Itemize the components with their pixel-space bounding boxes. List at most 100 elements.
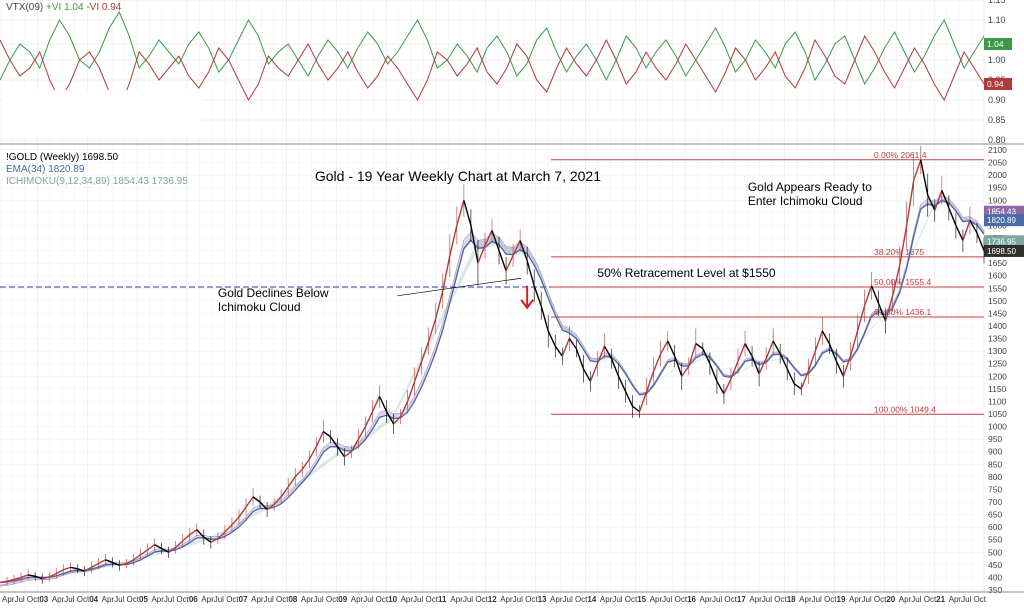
svg-text:Apr: Apr	[2, 595, 15, 604]
svg-text:Oct: Oct	[226, 595, 239, 604]
svg-text:1550: 1550	[988, 283, 1007, 293]
svg-text:Apr: Apr	[401, 595, 414, 604]
svg-text:1820.89: 1820.89	[987, 216, 1016, 225]
svg-text:100.00% 1049.4: 100.00% 1049.4	[874, 404, 936, 414]
svg-text:Jul: Jul	[114, 595, 124, 604]
svg-text:0.90: 0.90	[988, 95, 1006, 105]
svg-text:Oct: Oct	[575, 595, 588, 604]
chart-title: Gold - 19 Year Weekly Chart at March 7, …	[315, 168, 601, 184]
svg-text:05: 05	[139, 595, 148, 604]
annotation-ready: Gold Appears Ready toEnter Ichimoku Clou…	[748, 180, 872, 208]
svg-text:1500: 1500	[988, 296, 1007, 306]
svg-text:Apr: Apr	[600, 595, 613, 604]
svg-text:Oct: Oct	[824, 595, 837, 604]
svg-text:1350: 1350	[988, 334, 1007, 344]
svg-text:800: 800	[988, 472, 1002, 482]
svg-text:1100: 1100	[988, 396, 1007, 406]
svg-text:Jul: Jul	[911, 595, 921, 604]
svg-text:1200: 1200	[988, 371, 1007, 381]
svg-text:Oct: Oct	[724, 595, 737, 604]
svg-text:38.20% 1675: 38.20% 1675	[874, 247, 924, 257]
svg-text:Oct: Oct	[525, 595, 538, 604]
svg-text:Apr: Apr	[650, 595, 663, 604]
svg-text:2000: 2000	[988, 170, 1007, 180]
svg-text:Apr: Apr	[799, 595, 812, 604]
svg-text:08: 08	[288, 595, 297, 604]
svg-text:1.00: 1.00	[988, 55, 1006, 65]
svg-text:Oct: Oct	[425, 595, 438, 604]
svg-text:Apr: Apr	[450, 595, 463, 604]
svg-text:Apr: Apr	[500, 595, 513, 604]
svg-text:1250: 1250	[988, 359, 1007, 369]
svg-text:Oct: Oct	[276, 595, 289, 604]
svg-text:16: 16	[687, 595, 696, 604]
svg-text:1050: 1050	[988, 409, 1007, 419]
svg-text:1300: 1300	[988, 346, 1007, 356]
svg-text:Jul: Jul	[264, 595, 274, 604]
legend-line: EMA(34) 1820.89	[6, 164, 188, 176]
svg-text:06: 06	[189, 595, 198, 604]
svg-text:Apr: Apr	[700, 595, 713, 604]
svg-text:1600: 1600	[988, 271, 1007, 281]
svg-text:09: 09	[338, 595, 347, 604]
svg-text:1400: 1400	[988, 321, 1007, 331]
svg-text:07: 07	[239, 595, 248, 604]
svg-text:Jul: Jul	[64, 595, 74, 604]
svg-text:Apr: Apr	[201, 595, 214, 604]
svg-text:10: 10	[388, 595, 397, 604]
svg-text:1650: 1650	[988, 258, 1007, 268]
svg-text:19: 19	[837, 595, 846, 604]
svg-text:Apr: Apr	[849, 595, 862, 604]
svg-text:Apr: Apr	[52, 595, 65, 604]
svg-text:04: 04	[89, 595, 98, 604]
svg-text:Oct: Oct	[625, 595, 638, 604]
svg-text:Oct: Oct	[176, 595, 189, 604]
svg-text:Jul: Jul	[463, 595, 473, 604]
svg-text:1.04: 1.04	[987, 39, 1004, 49]
svg-text:Oct: Oct	[376, 595, 389, 604]
svg-text:Jul: Jul	[961, 595, 971, 604]
svg-text:Apr: Apr	[351, 595, 364, 604]
svg-text:0.00% 2061.4: 0.00% 2061.4	[874, 150, 927, 160]
svg-text:Jul: Jul	[563, 595, 573, 604]
legend-line: ICHIMOKU(9,12,34,89) 1854.43 1736.95	[6, 176, 188, 188]
svg-text:Jul: Jul	[513, 595, 523, 604]
svg-text:Oct: Oct	[475, 595, 488, 604]
svg-text:500: 500	[988, 547, 1002, 557]
svg-text:0.94: 0.94	[987, 79, 1004, 89]
annotation-decline: Gold Declines BelowIchimoku Cloud	[218, 286, 329, 314]
svg-text:18: 18	[787, 595, 796, 604]
svg-text:Jul: Jul	[313, 595, 323, 604]
svg-text:Oct: Oct	[774, 595, 787, 604]
svg-text:Oct: Oct	[675, 595, 688, 604]
svg-text:Apr: Apr	[749, 595, 762, 604]
svg-text:14: 14	[587, 595, 596, 604]
svg-text:1698.50: 1698.50	[987, 247, 1016, 256]
svg-text:550: 550	[988, 535, 1002, 545]
svg-text:Jul: Jul	[164, 595, 174, 604]
svg-text:Jul: Jul	[762, 595, 772, 604]
svg-text:2100: 2100	[988, 145, 1007, 155]
svg-text:600: 600	[988, 522, 1002, 532]
svg-text:Jul: Jul	[413, 595, 423, 604]
svg-text:Oct: Oct	[326, 595, 339, 604]
svg-text:Oct: Oct	[27, 595, 40, 604]
svg-text:350: 350	[988, 585, 1002, 595]
annotation-retracement: 50% Retracement Level at $1550	[597, 266, 775, 280]
main-legend: !GOLD (Weekly) 1698.50EMA(34) 1820.89ICH…	[6, 152, 188, 188]
svg-text:11: 11	[438, 595, 447, 604]
vtx-legend: VTX(09) +VI 1.04 -VI 0.94	[6, 2, 121, 13]
svg-text:1.10: 1.10	[988, 15, 1006, 25]
svg-text:Apr: Apr	[102, 595, 115, 604]
svg-text:650: 650	[988, 510, 1002, 520]
svg-text:03: 03	[39, 595, 48, 604]
svg-text:0.85: 0.85	[988, 115, 1006, 125]
svg-text:1450: 1450	[988, 308, 1007, 318]
svg-text:Jul: Jul	[662, 595, 672, 604]
svg-text:Jul: Jul	[861, 595, 871, 604]
svg-text:Jul: Jul	[363, 595, 373, 604]
svg-text:Oct: Oct	[974, 595, 987, 604]
svg-text:1900: 1900	[988, 195, 1007, 205]
chart-svg: 0.800.850.900.951.001.041.101.151.040.94…	[0, 0, 1024, 616]
svg-text:850: 850	[988, 459, 1002, 469]
